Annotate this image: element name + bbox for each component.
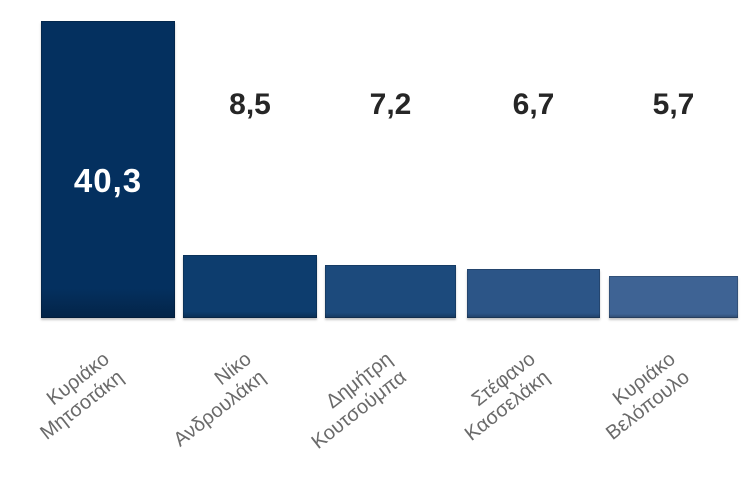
- bar-value-label: 40,3: [73, 162, 143, 199]
- bar-value-label: 6,7: [512, 88, 555, 121]
- bar: [609, 276, 738, 318]
- bar-value-label: 7,2: [369, 88, 412, 121]
- bar-value-label: 5,7: [652, 88, 695, 121]
- bar: [325, 265, 456, 318]
- bar: [467, 269, 600, 318]
- bar: [183, 255, 317, 318]
- bar: [41, 21, 175, 318]
- bar-value-label: 8,5: [229, 88, 271, 121]
